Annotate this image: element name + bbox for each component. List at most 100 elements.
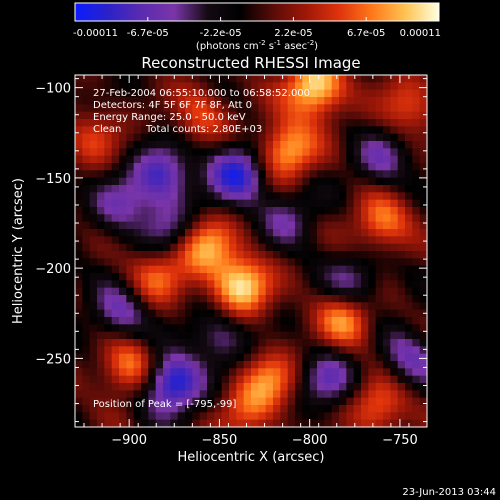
- heatmap-cell: [309, 207, 318, 215]
- heatmap-cell: [229, 170, 237, 179]
- colorbar-tick-label: -0.00011: [73, 28, 118, 39]
- heatmap-cell: [251, 141, 259, 149]
- heatmap-cell: [185, 170, 193, 179]
- heatmap-cell: [390, 302, 399, 311]
- heatmap-cell: [287, 214, 296, 223]
- heatmap-cell: [111, 221, 120, 230]
- heatmap-cell: [119, 390, 127, 399]
- heatmap-cell: [265, 273, 274, 281]
- heatmap-cell: [104, 339, 113, 347]
- heatmap-cell: [295, 126, 303, 135]
- heatmap-cell: [397, 317, 406, 325]
- heatmap-cell: [221, 265, 230, 274]
- heatmap-cell: [104, 258, 113, 267]
- heatmap-cell: [155, 368, 164, 377]
- heatmap-cell: [361, 368, 369, 377]
- heatmap-cell: [280, 214, 289, 223]
- heatmap-cell: [280, 397, 289, 406]
- heatmap-cell: [221, 383, 230, 391]
- heatmap-cell: [412, 397, 421, 406]
- heatmap-cell: [229, 185, 237, 193]
- heatmap-cell: [236, 419, 245, 427]
- heatmap-cell: [295, 89, 303, 98]
- heatmap-cell: [148, 243, 157, 252]
- heatmap-cell: [89, 390, 98, 399]
- heatmap-cell: [331, 163, 340, 171]
- heatmap-cell: [192, 251, 201, 259]
- heatmap-cell: [214, 243, 223, 252]
- heatmap-cell: [353, 170, 362, 179]
- heatmap-cell: [89, 192, 98, 201]
- heatmap-cell: [82, 192, 91, 201]
- heatmap-cell: [155, 214, 164, 223]
- heatmap-cell: [353, 368, 362, 377]
- heatmap-cell: [126, 221, 135, 230]
- heatmap-cell: [192, 170, 201, 179]
- heatmap-cell: [82, 199, 91, 208]
- heatmap-cell: [104, 97, 113, 105]
- heatmap-cell: [126, 82, 135, 91]
- heatmap-cell: [265, 361, 274, 369]
- heatmap-cell: [375, 119, 384, 127]
- heatmap-cell: [375, 412, 384, 421]
- heatmap-cell: [111, 148, 120, 157]
- heatmap-cell: [243, 236, 252, 245]
- heatmap-cell: [119, 265, 127, 274]
- heatmap-cell: [119, 339, 127, 347]
- heatmap-cell: [170, 141, 179, 149]
- heatmap-cell: [236, 199, 245, 208]
- heatmap-cell: [331, 353, 340, 362]
- heatmap-cell: [383, 148, 391, 157]
- heatmap-cell: [273, 251, 281, 259]
- heatmap-cell: [295, 280, 303, 289]
- heatmap-cell: [295, 119, 303, 127]
- heatmap-cell: [412, 258, 421, 267]
- heatmap-cell: [317, 419, 325, 427]
- heatmap-cell: [265, 243, 274, 252]
- heatmap-cell: [236, 302, 245, 311]
- heatmap-cell: [163, 148, 171, 157]
- heatmap-cell: [265, 126, 274, 135]
- heatmap-cell: [265, 75, 274, 83]
- heatmap-cell: [163, 75, 171, 83]
- heatmap-cell: [331, 192, 340, 201]
- heatmap-cell: [368, 265, 377, 274]
- heatmap-cell: [375, 141, 384, 149]
- heatmap-cell: [331, 155, 340, 164]
- heatmap-cell: [265, 405, 274, 413]
- heatmap-cell: [177, 375, 186, 384]
- heatmap-cell: [317, 214, 325, 223]
- heatmap-cell: [177, 302, 186, 311]
- heatmap-cell: [317, 221, 325, 230]
- heatmap-cell: [273, 75, 281, 83]
- heatmap-cell: [170, 192, 179, 201]
- heatmap-cell: [126, 163, 135, 171]
- heatmap-cell: [111, 368, 120, 377]
- heatmap-cell: [243, 221, 252, 230]
- heatmap-cell: [236, 177, 245, 186]
- heatmap-cell: [251, 368, 259, 377]
- heatmap-cell: [375, 273, 384, 281]
- heatmap-cell: [331, 287, 340, 296]
- heatmap-cell: [221, 302, 230, 311]
- heatmap-cell: [141, 302, 149, 311]
- y-tick-label: −250: [35, 352, 71, 367]
- heatmap-cell: [265, 170, 274, 179]
- heatmap-cell: [236, 192, 245, 201]
- heatmap-cell: [89, 199, 98, 208]
- heatmap-cell: [229, 309, 237, 318]
- heatmap-cell: [353, 163, 362, 171]
- heatmap-cell: [295, 361, 303, 369]
- heatmap-cell: [375, 221, 384, 230]
- heatmap-cell: [148, 89, 157, 98]
- heatmap-cell: [258, 126, 267, 135]
- heatmap-cell: [390, 419, 399, 427]
- heatmap-cell: [280, 177, 289, 186]
- heatmap-cell: [405, 346, 413, 355]
- heatmap-cell: [265, 287, 274, 296]
- heatmap-cell: [368, 383, 377, 391]
- heatmap-cell: [141, 163, 149, 171]
- heatmap-cell: [177, 353, 186, 362]
- heatmap-cell: [273, 119, 281, 127]
- heatmap-cell: [368, 251, 377, 259]
